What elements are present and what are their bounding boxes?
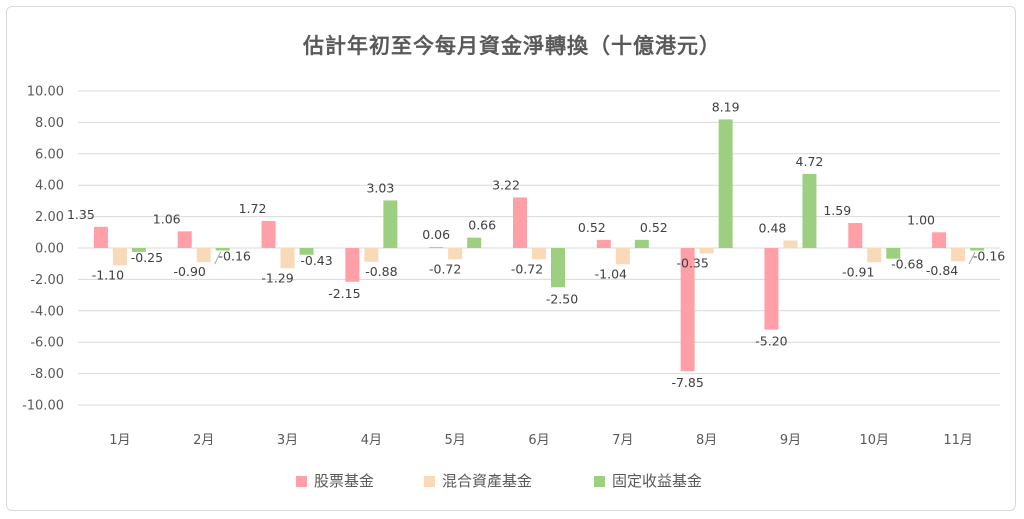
bar — [596, 239, 611, 248]
bar — [532, 248, 546, 260]
data-label: 8.19 — [712, 99, 740, 114]
bar — [448, 248, 463, 260]
bar — [932, 232, 947, 248]
legend-swatch — [424, 476, 435, 487]
bar — [718, 119, 733, 249]
y-tick-label: 2.00 — [35, 210, 64, 225]
data-label: -0.88 — [365, 264, 397, 279]
data-label: 1.72 — [239, 201, 267, 216]
bar — [364, 248, 379, 262]
data-label: -0.35 — [676, 255, 708, 270]
y-tick-label: 4.00 — [35, 179, 64, 194]
x-tick-label: 5月 — [445, 433, 466, 448]
y-tick-label: -2.00 — [30, 273, 64, 288]
bar — [261, 220, 276, 248]
data-label: -1.04 — [595, 266, 627, 281]
x-tick-label: 9月 — [780, 433, 801, 448]
x-tick-label: 3月 — [277, 433, 298, 448]
x-tick-label: 6月 — [528, 433, 549, 448]
data-label: -0.84 — [926, 263, 958, 278]
bar — [467, 237, 482, 248]
data-label: 0.66 — [468, 218, 496, 233]
leader-line — [968, 251, 976, 265]
bar — [634, 239, 649, 248]
data-label: -0.25 — [131, 250, 163, 265]
y-tick-label: 6.00 — [35, 147, 64, 162]
x-tick-label: 2月 — [193, 433, 214, 448]
data-label: -7.85 — [671, 375, 703, 390]
bar — [513, 197, 527, 248]
bar — [112, 248, 127, 266]
y-tick-label: -6.00 — [30, 336, 64, 351]
bar — [764, 248, 779, 330]
bar — [215, 248, 230, 251]
legend-swatch — [296, 476, 307, 487]
data-label: 1.00 — [907, 212, 935, 227]
bar — [951, 248, 966, 262]
legend-label: 混合資產基金 — [442, 472, 532, 490]
leader-line — [214, 251, 222, 265]
data-label: 0.52 — [578, 220, 606, 235]
data-label: 1.59 — [823, 203, 851, 218]
x-tick-label: 8月 — [696, 433, 717, 448]
bar — [345, 248, 360, 282]
bar — [383, 200, 398, 248]
y-tick-label: -8.00 — [30, 367, 64, 382]
y-tick-label: -10.00 — [22, 399, 64, 414]
bar — [177, 231, 192, 248]
bar — [551, 248, 565, 288]
bar — [131, 248, 146, 252]
data-label: -2.50 — [546, 291, 578, 306]
bar — [429, 247, 444, 248]
data-label: -0.43 — [300, 253, 332, 268]
bar — [299, 248, 314, 255]
bar — [280, 248, 295, 269]
bar — [699, 248, 714, 254]
x-tick-label: 1月 — [109, 433, 130, 448]
x-tick-label: 7月 — [612, 433, 633, 448]
data-label: 4.72 — [796, 154, 824, 169]
y-tick-label: 8.00 — [35, 116, 64, 131]
data-label: -2.15 — [328, 286, 360, 301]
legend-swatch — [594, 476, 605, 487]
bar — [802, 173, 817, 248]
bar — [867, 248, 882, 263]
x-tick-label: 10月 — [859, 433, 889, 448]
x-tick-label: 11月 — [943, 433, 973, 448]
data-label: -0.16 — [973, 249, 1005, 264]
legend-label: 固定收益基金 — [612, 472, 702, 490]
data-label: -1.29 — [261, 270, 293, 285]
bar — [970, 248, 985, 251]
data-label: 0.52 — [640, 220, 668, 235]
data-label: -0.72 — [511, 261, 543, 276]
data-label: 1.35 — [67, 207, 95, 222]
bar — [196, 248, 211, 263]
data-label: -5.20 — [755, 334, 787, 349]
data-label: 3.03 — [366, 180, 394, 195]
y-tick-label: 10.00 — [27, 85, 64, 100]
data-label: 0.06 — [422, 227, 450, 242]
bar — [848, 223, 863, 248]
chart-frame — [6, 6, 1016, 511]
data-label: -0.90 — [174, 264, 206, 279]
bar — [615, 248, 630, 265]
data-label: -0.72 — [429, 261, 461, 276]
data-label: 3.22 — [492, 177, 520, 192]
data-label: 1.06 — [153, 211, 181, 226]
y-tick-label: 0.00 — [35, 242, 64, 257]
bar — [93, 226, 108, 248]
data-label: 0.48 — [759, 220, 787, 235]
data-label: -0.91 — [842, 264, 874, 279]
x-tick-label: 4月 — [361, 433, 382, 448]
bar — [783, 240, 798, 248]
chart-title: 估計年初至今每月資金淨轉換（十億港元） — [303, 34, 721, 58]
bar — [680, 248, 695, 372]
bar — [886, 248, 901, 259]
data-label: -0.68 — [891, 257, 923, 272]
data-label: -1.10 — [92, 267, 124, 282]
y-tick-label: -4.00 — [30, 304, 64, 319]
legend-label: 股票基金 — [314, 472, 374, 490]
data-label: -0.16 — [219, 249, 251, 264]
